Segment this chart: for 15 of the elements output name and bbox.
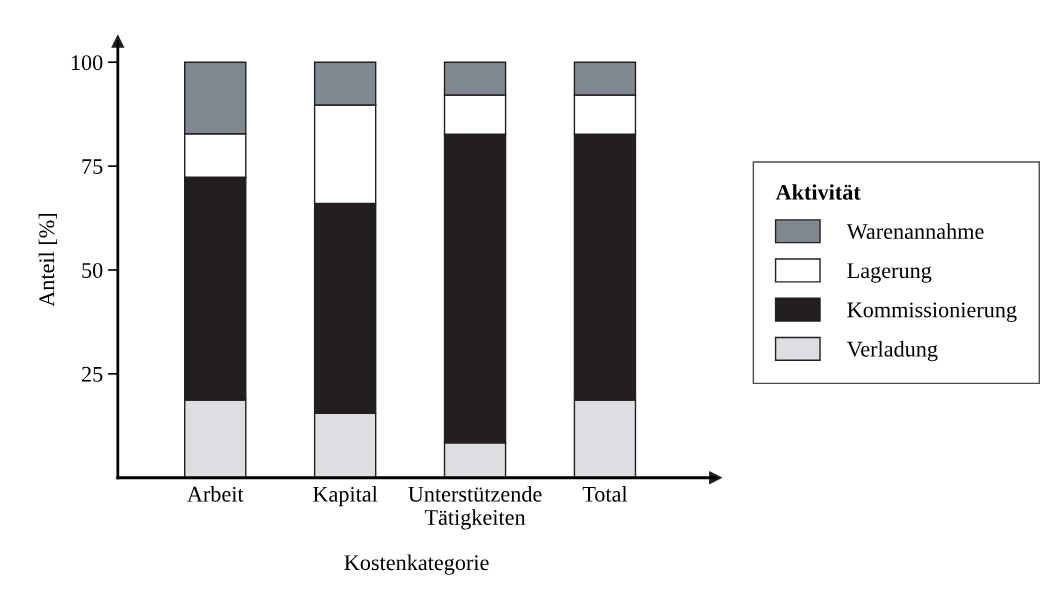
x-tick-label: Unterstützende Tätigkeiten	[408, 486, 542, 530]
y-tick-label: 50	[82, 262, 103, 278]
legend-label: Warenannahme	[846, 223, 984, 240]
legend-title: Aktivität	[775, 184, 861, 200]
legend-label: Verladung	[846, 340, 938, 362]
x-tick-label: Kapital	[313, 486, 378, 507]
x-axis-title: Kostenkategorie	[344, 554, 489, 575]
y-tick-label: 75	[82, 159, 103, 175]
y-axis-title: Anteil [%]	[38, 214, 58, 307]
x-tick-label: Total	[582, 486, 628, 502]
x-tick-label: Arbeit	[187, 486, 244, 502]
legend-label: Lagerung	[847, 263, 932, 283]
legend-label: Kommissionierung	[847, 302, 1017, 322]
y-tick-label: 100	[71, 55, 103, 71]
y-tick-label: 25	[81, 366, 103, 382]
